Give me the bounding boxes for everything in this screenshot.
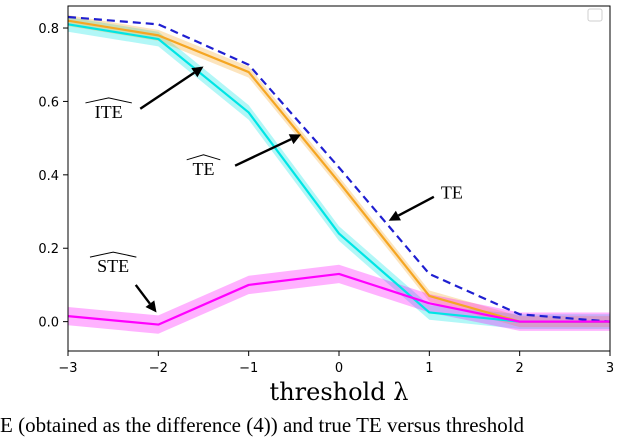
hat-mark	[186, 154, 221, 161]
hat-mark	[89, 251, 137, 258]
x-tick-label: 3	[606, 361, 614, 376]
x-axis-label: threshold λ	[270, 378, 409, 406]
line-STE_hat	[67, 272, 610, 326]
series-lines	[67, 15, 611, 326]
annotation-arrow-shaft	[139, 71, 196, 110]
legend-box	[587, 8, 603, 22]
annotation-arrow-head	[191, 66, 204, 78]
line-TE	[67, 15, 611, 323]
y-axis-ticks: 0.0 0.2 0.4 0.6 0.8	[38, 22, 68, 331]
y-tick-label: 0.0	[38, 316, 59, 331]
annotation-label: ITE	[95, 102, 123, 122]
annotation-label: TE	[193, 159, 215, 179]
x-tick-label: 1	[425, 361, 433, 376]
confidence-bands	[68, 15, 610, 334]
annotation-arrow-head	[388, 210, 401, 221]
y-tick-label: 0.2	[38, 242, 59, 257]
x-axis-ticks: −3 −2 −1 0 1 2 3	[58, 351, 614, 376]
annotation-label: TE	[441, 183, 463, 203]
y-tick-label: 0.4	[38, 169, 59, 184]
x-tick-label: 0	[335, 361, 343, 376]
annotation-arrow-head	[145, 300, 157, 313]
y-tick-label: 0.6	[38, 95, 59, 110]
annotation-arrow-shaft	[134, 284, 151, 305]
figure-caption: E (obtained as the difference (4)) and t…	[0, 413, 525, 437]
y-tick-label: 0.8	[38, 22, 59, 37]
annotation-label: STE	[97, 256, 129, 276]
annotation-arrow-shaft	[234, 138, 292, 167]
x-tick-label: −3	[58, 361, 77, 376]
x-tick-label: 2	[516, 361, 524, 376]
annotations: ITE TE TE STE	[85, 66, 463, 313]
annotation-arrow-head	[288, 134, 302, 145]
x-tick-label: −1	[239, 361, 258, 376]
hat-mark	[85, 97, 132, 104]
x-tick-label: −2	[149, 361, 168, 376]
annotation-arrow-shaft	[397, 195, 435, 217]
